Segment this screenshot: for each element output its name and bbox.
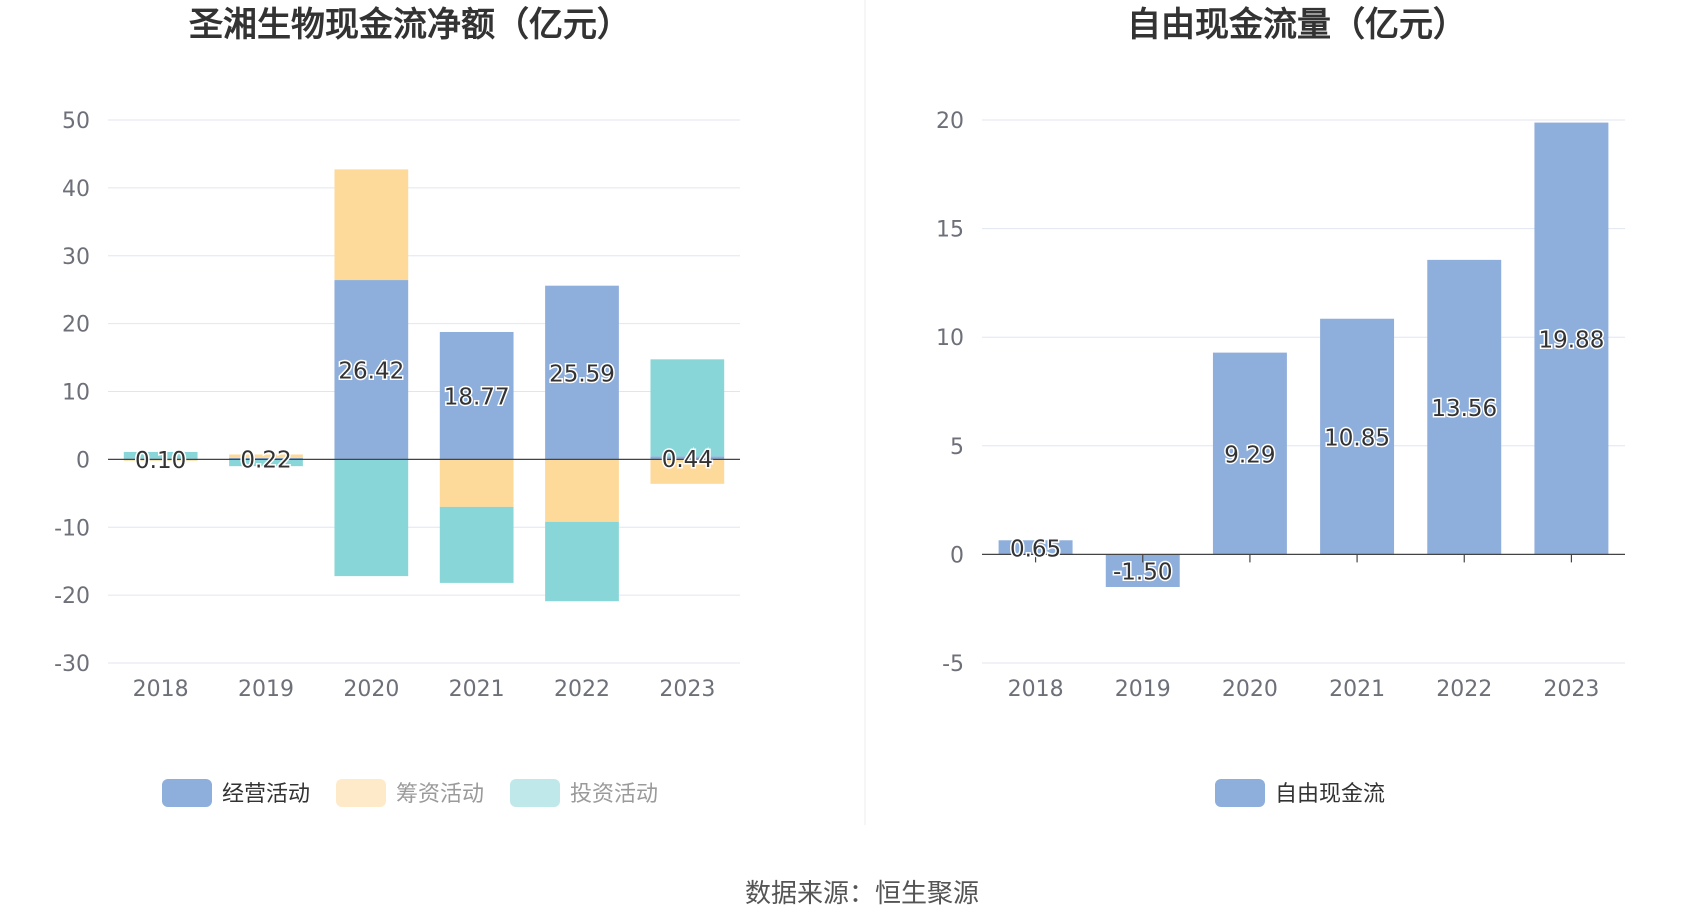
x-tick-label: 2019 <box>1115 677 1171 702</box>
x-tick-label: 2022 <box>554 677 610 702</box>
bar-筹资活动-2022 <box>545 459 619 522</box>
bar-经营活动-2022 <box>545 285 619 460</box>
free-cash-flow-chart: 自由现金流量（亿元） 20 15 10 5 0 -5 2018 2019 2020 2021 2022… <box>936 5 1625 807</box>
bar-投资活动-2023 <box>650 359 725 457</box>
data-label: -1.50 <box>1113 560 1173 586</box>
bar-投资活动-2018 <box>123 451 198 459</box>
x-tick-label: 2019 <box>238 677 294 702</box>
y-tick-label: 40 <box>62 177 90 202</box>
data-label: 0.65 <box>1010 536 1061 562</box>
data-source: 数据来源：恒生聚源 <box>745 879 979 909</box>
chart-title: 自由现金流量（亿元） <box>1127 5 1467 45</box>
bar-筹资活动-2021 <box>439 459 514 507</box>
bar-筹资活动-2023 <box>650 459 725 484</box>
bar-自由现金流-2020 <box>1212 352 1287 555</box>
bar-经营活动-2023 <box>650 456 725 460</box>
data-label: 0.10 <box>135 448 186 474</box>
data-label: 26.42 <box>338 359 404 385</box>
bar-自由现金流-2023 <box>1534 122 1609 555</box>
x-tick-label: 2021 <box>449 677 505 702</box>
bar-投资活动-2019 <box>229 459 303 467</box>
data-label: 25.59 <box>549 362 615 388</box>
data-label: 9.29 <box>1224 443 1275 469</box>
bar-筹资活动-2020 <box>334 169 409 281</box>
legend-label: 自由现金流 <box>1275 782 1385 807</box>
y-tick-label: 0 <box>76 448 90 473</box>
y-tick-label: -30 <box>54 652 90 677</box>
bar-自由现金流-2022 <box>1427 259 1502 555</box>
legend-swatch <box>510 779 560 807</box>
y-tick-label: 10 <box>62 381 90 406</box>
x-tick-label: 2023 <box>659 677 715 702</box>
x-tick-label: 2020 <box>343 677 399 702</box>
y-tick-label: 10 <box>936 326 964 351</box>
data-label: 10.85 <box>1324 426 1390 452</box>
y-tick-label: 20 <box>62 313 90 338</box>
bar-投资活动-2021 <box>439 506 514 583</box>
bar-自由现金流-2018 <box>998 540 1073 555</box>
x-tick-label: 2021 <box>1329 677 1385 702</box>
y-tick-label: -5 <box>942 652 964 677</box>
data-label: 19.88 <box>1538 328 1604 354</box>
data-label: 18.77 <box>444 385 510 411</box>
bar-筹资活动-2019 <box>229 454 303 458</box>
y-tick-label: 20 <box>936 109 964 134</box>
data-label: 0.44 <box>662 447 713 473</box>
legend-label: 经营活动 <box>222 782 310 807</box>
cash-flow-chart: 圣湘生物现金流净额（亿元） 50 40 30 20 10 0 -10 -20 -30 2018 201… <box>54 5 740 807</box>
bar-筹资活动-2018 <box>123 459 198 461</box>
bar-投资活动-2022 <box>545 521 619 602</box>
legend-swatch <box>162 779 212 807</box>
legend-label: 投资活动 <box>570 782 658 807</box>
bar-经营活动-2019 <box>229 457 303 460</box>
x-tick-label: 2018 <box>1008 677 1064 702</box>
data-label: 0.22 <box>240 448 291 474</box>
legend-label: 筹资活动 <box>396 782 484 807</box>
x-tick-label: 2023 <box>1543 677 1599 702</box>
y-tick-label: 50 <box>62 109 90 134</box>
bar-自由现金流-2021 <box>1320 318 1395 555</box>
y-tick-label: -10 <box>54 516 90 541</box>
x-tick-label: 2022 <box>1436 677 1492 702</box>
x-tick-label: 2018 <box>133 677 189 702</box>
bar-经营活动-2020 <box>334 280 409 460</box>
y-tick-label: 5 <box>950 435 964 460</box>
chart-title: 圣湘生物现金流净额（亿元） <box>189 5 631 45</box>
y-tick-label: 15 <box>936 218 964 243</box>
bar-投资活动-2020 <box>334 459 409 577</box>
legend-swatch <box>336 779 386 807</box>
data-label: 13.56 <box>1431 396 1497 422</box>
x-tick-label: 2020 <box>1222 677 1278 702</box>
legend-swatch <box>1215 779 1265 807</box>
y-tick-label: 0 <box>950 543 964 568</box>
bar-经营活动-2021 <box>439 331 514 460</box>
y-tick-label: -20 <box>54 584 90 609</box>
y-tick-label: 30 <box>62 245 90 270</box>
